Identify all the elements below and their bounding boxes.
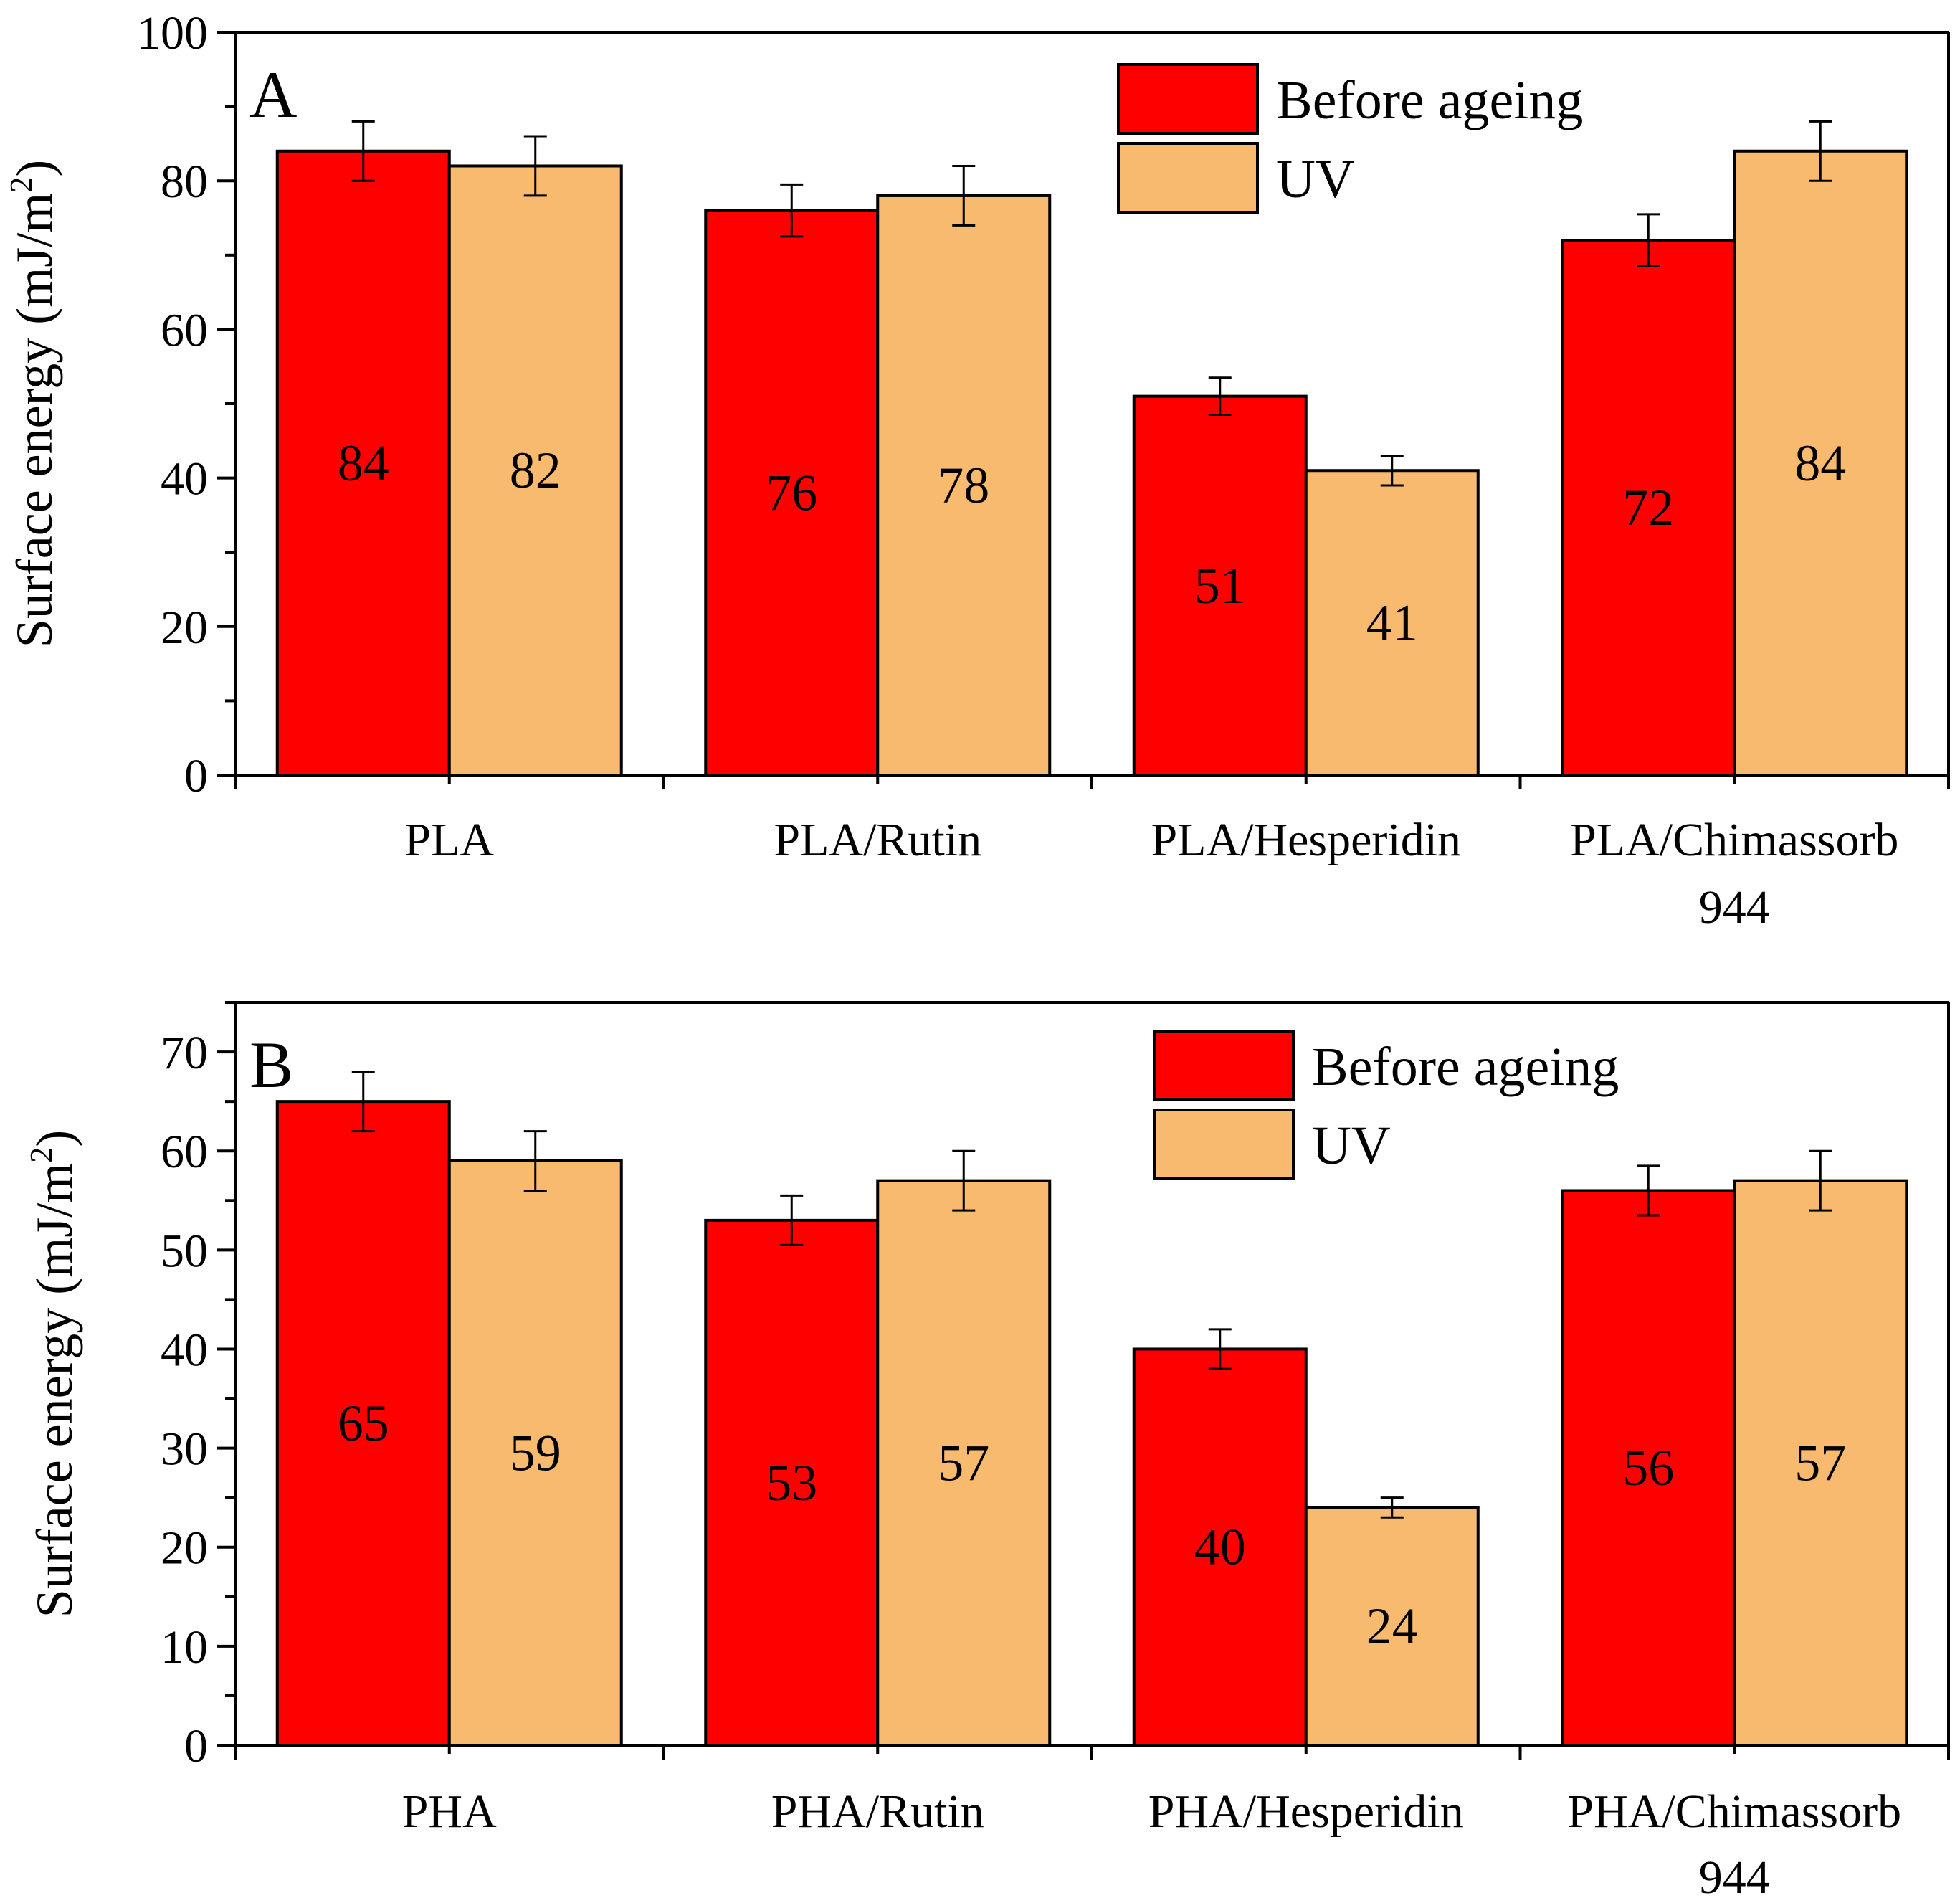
y-axis-title-main: Surface energy (mJ/m xyxy=(6,193,63,647)
y-axis-title-main: Surface energy (mJ/m xyxy=(26,1163,83,1618)
error-bar-before-0 xyxy=(351,1071,375,1133)
y-tick-label: 40 xyxy=(161,453,208,506)
data-label-uv-3: 84 xyxy=(1794,435,1846,492)
legend-swatch-uv xyxy=(1153,1109,1295,1180)
y-axis-title-close: ) xyxy=(6,160,63,177)
legend-label-before: Before ageing xyxy=(1312,1037,1619,1097)
y-tick-label: 40 xyxy=(161,1324,208,1376)
legend-label-uv: UV xyxy=(1276,149,1355,209)
data-label-uv-0: 82 xyxy=(510,442,561,499)
panel-b: 65 59 PHA 53 57 PHA/Rutin 40 24 PHA/Hesperidin 56… xyxy=(24,1001,1950,1903)
y-axis-title-close: ) xyxy=(26,1130,83,1147)
bar-before-0 xyxy=(275,1100,451,1747)
bar-before-0 xyxy=(275,149,451,777)
data-label-uv-2: 24 xyxy=(1366,1598,1418,1655)
y-axis-title: Surface energy (mJ/m2) xyxy=(24,1130,83,1618)
category-label: PHA xyxy=(402,1785,497,1838)
y-tick-label: 0 xyxy=(184,1720,208,1773)
legend: Before ageing UV xyxy=(1153,1030,1619,1180)
data-label-before-2: 40 xyxy=(1194,1519,1246,1576)
legend-label-before: Before ageing xyxy=(1276,70,1583,130)
y-tick-label: 50 xyxy=(161,1225,208,1277)
error-bar-uv-0 xyxy=(523,135,547,197)
y-tick-label: 100 xyxy=(137,7,208,60)
category-label: PHA/Chimassorb xyxy=(1567,1785,1901,1838)
data-label-before-0: 65 xyxy=(338,1395,389,1452)
error-bar-uv-1 xyxy=(952,1149,976,1212)
legend: Before ageing UV xyxy=(1117,63,1583,214)
category-label: 944 xyxy=(1699,1851,1770,1903)
y-tick-label: 20 xyxy=(161,1522,208,1575)
data-label-before-1: 53 xyxy=(766,1454,817,1512)
legend-swatch-before xyxy=(1153,1030,1295,1101)
legend-swatch-before xyxy=(1117,63,1259,135)
data-label-before-2: 51 xyxy=(1194,557,1246,614)
error-bar-before-2 xyxy=(1208,1328,1232,1370)
y-tick-label: 60 xyxy=(161,304,208,356)
data-label-before-3: 72 xyxy=(1622,479,1674,536)
category-label: PHA/Rutin xyxy=(771,1785,984,1838)
error-bar-before-2 xyxy=(1208,376,1232,417)
error-bar-before-3 xyxy=(1637,213,1660,267)
error-bar-uv-2 xyxy=(1380,455,1404,487)
error-bar-uv-0 xyxy=(523,1130,547,1192)
bar-before-2 xyxy=(1132,1347,1308,1747)
bar-before-1 xyxy=(704,1218,880,1747)
bar-uv-0 xyxy=(447,1159,623,1747)
y-tick-label: 20 xyxy=(161,602,208,654)
error-bar-uv-2 xyxy=(1380,1496,1404,1519)
error-bar-before-1 xyxy=(780,183,804,238)
data-label-before-0: 84 xyxy=(338,435,389,492)
category-label: PLA/Rutin xyxy=(774,814,981,866)
bar-uv-1 xyxy=(876,1179,1052,1747)
category-label: 944 xyxy=(1699,881,1770,934)
bar-before-3 xyxy=(1561,239,1736,777)
legend-label-uv: UV xyxy=(1312,1116,1391,1176)
panel-label: B xyxy=(249,1028,293,1101)
bar-uv-3 xyxy=(1733,149,1908,777)
data-label-uv-0: 59 xyxy=(510,1425,561,1482)
category-label: PLA/Hesperidin xyxy=(1151,814,1461,866)
panel-a: 84 82 PLA 76 78 PLA/Rutin 51 41 PLA/Hesperidin 72… xyxy=(4,7,1950,934)
error-bar-before-1 xyxy=(780,1194,804,1246)
y-tick-label: 60 xyxy=(161,1126,208,1178)
category-label: PLA xyxy=(404,814,494,866)
data-label-before-1: 76 xyxy=(766,464,817,521)
y-tick-label: 30 xyxy=(161,1423,208,1476)
error-bar-before-0 xyxy=(351,120,375,182)
y-axis-title: Surface energy (mJ/m2) xyxy=(4,160,63,647)
data-label-uv-3: 57 xyxy=(1794,1434,1846,1491)
bar-before-3 xyxy=(1561,1189,1736,1747)
data-label-uv-1: 57 xyxy=(938,1434,989,1491)
panel-label: A xyxy=(249,58,297,131)
error-bar-before-3 xyxy=(1637,1164,1660,1217)
y-tick-label: 80 xyxy=(161,156,208,208)
y-axis-title-sup: 2 xyxy=(4,177,39,193)
y-tick-label: 0 xyxy=(184,750,208,802)
category-label: PHA/Hesperidin xyxy=(1148,1785,1464,1838)
error-bar-uv-3 xyxy=(1809,120,1832,182)
y-axis-title-sup: 2 xyxy=(24,1147,59,1163)
y-tick-label: 10 xyxy=(161,1621,208,1674)
y-tick-label: 70 xyxy=(161,1027,208,1079)
error-bar-uv-1 xyxy=(952,164,976,227)
legend-swatch-uv xyxy=(1117,142,1259,214)
data-label-uv-1: 78 xyxy=(938,457,989,514)
category-label: PLA/Chimassorb xyxy=(1570,814,1898,866)
error-bar-uv-3 xyxy=(1809,1149,1832,1212)
data-label-uv-2: 41 xyxy=(1366,594,1418,652)
data-label-before-3: 56 xyxy=(1622,1439,1674,1496)
